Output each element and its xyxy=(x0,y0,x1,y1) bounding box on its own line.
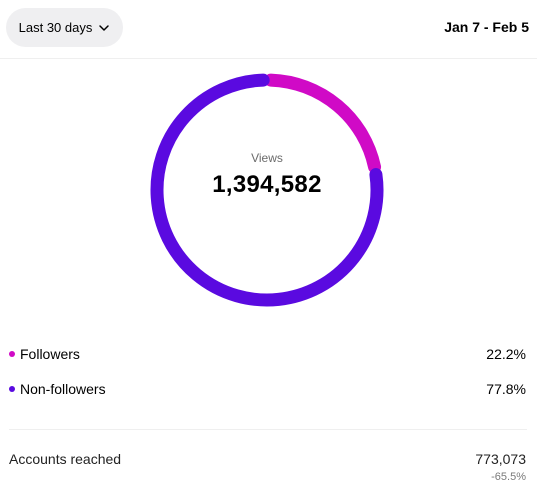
non-followers-arc xyxy=(150,73,384,307)
accounts-reached-value: 773,073 xyxy=(475,451,526,467)
accounts-reached-label: Accounts reached xyxy=(9,451,122,467)
followers-dot xyxy=(9,351,15,357)
date-range-dropdown[interactable]: Last 30 days xyxy=(6,8,123,47)
chevron-down-icon xyxy=(99,24,110,31)
legend-label-non-followers: Non-followers xyxy=(20,381,106,397)
legend-value-non-followers: 77.8% xyxy=(486,381,526,397)
accounts-reached-change: -65.5% xyxy=(491,471,526,483)
views-donut-chart: Views 1,394,582 xyxy=(145,68,389,312)
donut-ring xyxy=(150,73,384,307)
non-followers-dot xyxy=(9,386,15,392)
legend-value-followers: 22.2% xyxy=(486,346,526,362)
legend-row-followers: Followers 22.2% xyxy=(9,344,526,364)
legend-row-non-followers: Non-followers 77.8% xyxy=(9,379,526,399)
legend-label-followers: Followers xyxy=(20,346,80,362)
followers-arc xyxy=(264,73,382,174)
date-range-text: Jan 7 - Feb 5 xyxy=(444,19,529,35)
divider xyxy=(0,58,537,59)
date-range-dropdown-label: Last 30 days xyxy=(18,20,93,35)
divider xyxy=(9,429,527,430)
donut-center-value: 1,394,582 xyxy=(212,171,322,198)
donut-center-label: Views xyxy=(251,151,283,165)
